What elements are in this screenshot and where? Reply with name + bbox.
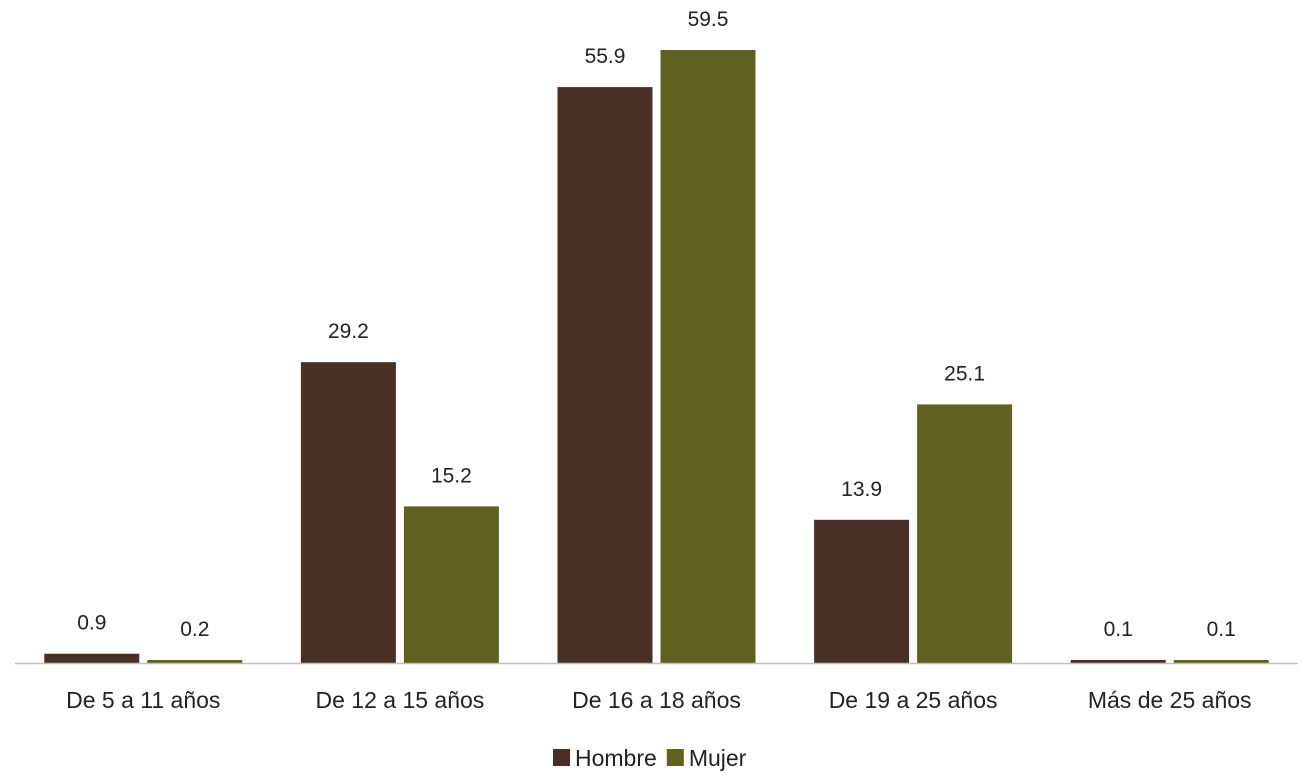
x-tick-label-de-5-a-11-anos: De 5 a 11 años xyxy=(66,687,220,713)
bar-mujer-de-16-a-18-anos xyxy=(660,50,756,663)
x-tick-label-de-12-a-15-anos: De 12 a 15 años xyxy=(316,687,485,713)
legend: Hombre Mujer xyxy=(553,745,747,771)
legend-swatch-hombre xyxy=(553,749,570,766)
data-labels-group: 0.9 0.2 29.2 15.2 55.9 59.5 13.9 25.1 0.1 0.1 xyxy=(77,8,1236,641)
data-label-hombre-de-19-a-25-anos: 13.9 xyxy=(841,478,882,501)
bar-mujer-de-12-a-15-anos xyxy=(403,506,499,663)
x-tick-label-de-19-a-25-anos: De 19 a 25 años xyxy=(829,687,998,713)
bar-mujer-de-5-a-11-anos xyxy=(147,660,243,663)
x-tick-label-de-16-a-18-anos: De 16 a 18 años xyxy=(572,687,741,713)
legend-label-mujer: Mujer xyxy=(689,745,747,771)
data-label-hombre-mas-de-25-anos: 0.1 xyxy=(1104,618,1133,641)
legend-label-hombre: Hombre xyxy=(575,745,657,771)
bar-hombre-de-19-a-25-anos xyxy=(814,519,910,663)
data-label-mujer-de-19-a-25-anos: 25.1 xyxy=(944,362,985,385)
legend-swatch-mujer xyxy=(666,749,684,766)
data-label-mujer-mas-de-25-anos: 0.1 xyxy=(1207,618,1236,641)
bar-hombre-de-5-a-11-anos xyxy=(44,653,140,663)
bar-mujer-de-19-a-25-anos xyxy=(917,404,1013,663)
x-tick-label-mas-de-25-anos: Más de 25 años xyxy=(1088,687,1252,713)
data-label-hombre-de-12-a-15-anos: 29.2 xyxy=(328,320,369,343)
x-tick-labels-group: De 5 a 11 años De 12 a 15 años De 16 a 18 … xyxy=(66,687,1251,713)
bar-hombre-de-16-a-18-anos xyxy=(557,87,653,664)
data-label-mujer-de-16-a-18-anos: 59.5 xyxy=(688,8,729,31)
bar-hombre-mas-de-25-anos xyxy=(1070,660,1166,663)
data-label-hombre-de-5-a-11-anos: 0.9 xyxy=(77,612,106,635)
data-label-hombre-de-16-a-18-anos: 55.9 xyxy=(585,45,626,68)
bar-hombre-de-12-a-15-anos xyxy=(300,362,396,663)
data-label-mujer-de-12-a-15-anos: 15.2 xyxy=(431,464,472,487)
data-label-mujer-de-5-a-11-anos: 0.2 xyxy=(180,618,209,641)
bar-mujer-mas-de-25-anos xyxy=(1173,660,1269,663)
bars-group xyxy=(44,50,1269,664)
